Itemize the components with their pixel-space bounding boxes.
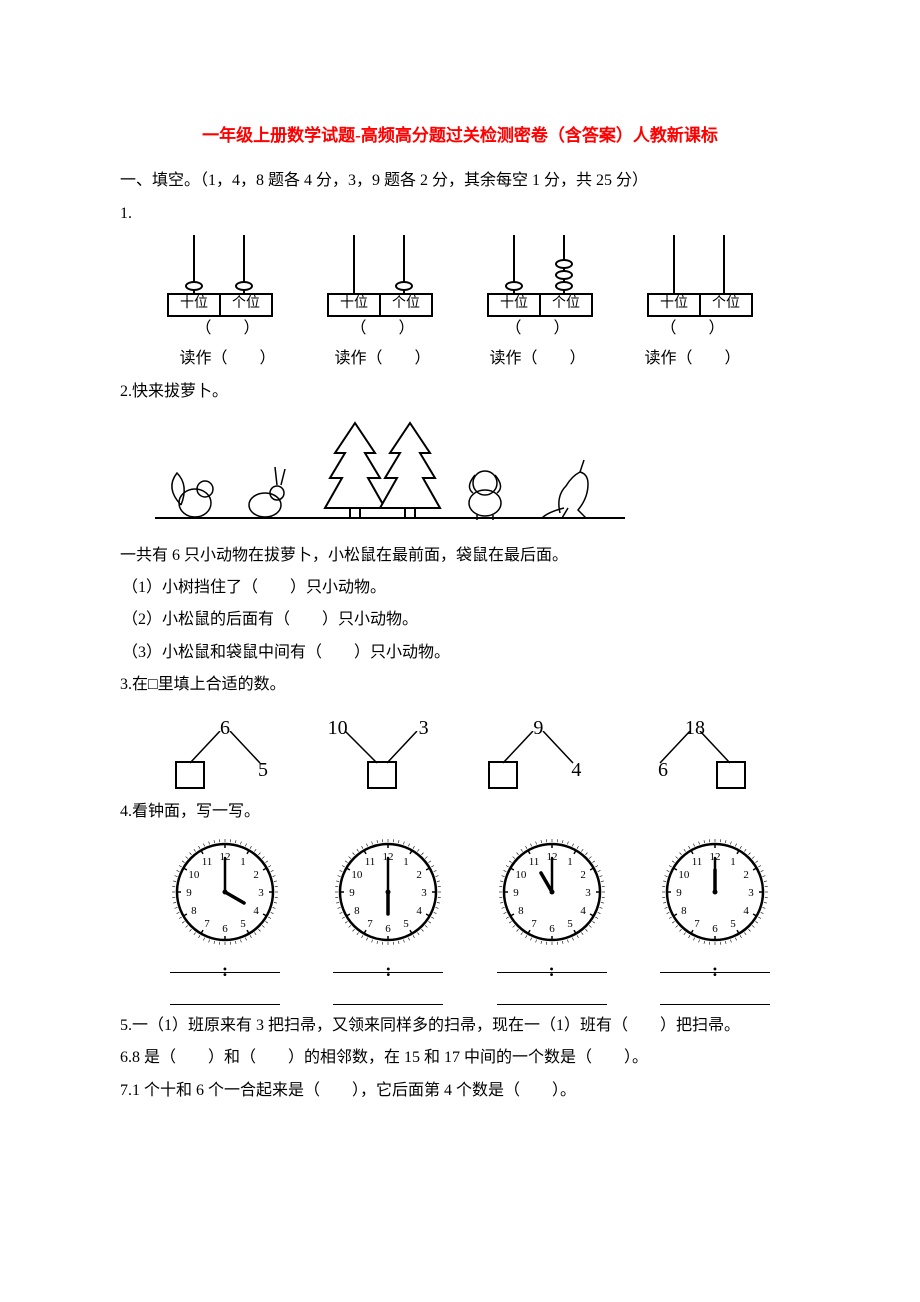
svg-text:11: 11	[528, 856, 539, 868]
svg-text:3: 3	[585, 887, 591, 899]
svg-text:7: 7	[204, 918, 210, 930]
clock-blank-row-2: : : : :	[150, 979, 790, 1007]
svg-text:5: 5	[730, 918, 736, 930]
abacus-blank-4: （ ）	[615, 314, 770, 344]
svg-text:9: 9	[186, 887, 192, 899]
q5: 5.一（1）班原来有 3 把扫帚，又领来同样多的扫帚，现在一（1）班有（ ）把扫…	[120, 1011, 800, 1041]
svg-text:11: 11	[202, 856, 213, 868]
svg-text:2: 2	[417, 869, 423, 881]
number-bond-row: 6 5 10 3 9 4 18 6	[160, 709, 760, 789]
svg-text:9: 9	[676, 887, 682, 899]
number-bond-2: 10 3	[317, 709, 447, 789]
q2-label: 2.快来拔萝卜。	[120, 377, 800, 407]
clock-row: 123456789101112:123456789101112:12345678…	[150, 837, 790, 975]
abacus-blank-row: （ ） （ ） （ ） （ ）	[150, 314, 770, 344]
clock-4: 123456789101112:	[640, 837, 790, 975]
svg-text:4: 4	[417, 905, 423, 917]
svg-text:1: 1	[240, 856, 246, 868]
q2-sub2: （2）小松鼠的后面有（ ）只小动物。	[120, 605, 800, 635]
clock-1: 123456789101112:	[150, 837, 300, 975]
svg-text:11: 11	[692, 856, 703, 868]
abacus-blank-2: （ ）	[305, 314, 460, 344]
svg-text:7: 7	[694, 918, 700, 930]
svg-text:10: 10	[352, 869, 364, 881]
svg-text:6: 6	[549, 923, 555, 935]
svg-text:6: 6	[386, 923, 392, 935]
abacus-blank-1: （ ）	[150, 314, 305, 344]
place-ones: 个位	[221, 295, 271, 315]
svg-text:4: 4	[580, 905, 586, 917]
svg-text:2: 2	[580, 869, 586, 881]
q4-label: 4.看钟面，写一写。	[120, 797, 800, 827]
duzuo-4: 读作（ ）	[615, 344, 770, 374]
svg-text:1: 1	[730, 856, 736, 868]
worksheet-page: 一年级上册数学试题-高频高分题过关检测密卷（含答案）人教新课标 一、填空。（1，…	[0, 0, 920, 1148]
q6: 6.8 是（ ）和（ ）的相邻数，在 15 和 17 中间的一个数是（ ）。	[120, 1043, 800, 1073]
duzuo-1: 读作（ ）	[150, 344, 305, 374]
svg-text:5: 5	[240, 918, 246, 930]
worksheet-title: 一年级上册数学试题-高频高分题过关检测密卷（含答案）人教新课标	[120, 120, 800, 152]
q2-sub3: （3）小松鼠和袋鼠中间有（ ）只小动物。	[120, 638, 800, 668]
svg-text:5: 5	[567, 918, 573, 930]
svg-text:7: 7	[368, 918, 374, 930]
svg-text:4: 4	[253, 905, 259, 917]
q2-line1: 一共有 6 只小动物在拔萝卜，小松鼠在最前面，袋鼠在最后面。	[120, 541, 800, 571]
clock-blank-3: :	[497, 957, 607, 973]
q7: 7.1 个十和 6 个一合起来是（ ），它后面第 4 个数是（ ）。	[120, 1076, 800, 1106]
clock-3: 123456789101112:	[477, 837, 627, 975]
abacus-row: 十位 个位 十位 个位	[150, 235, 770, 310]
duzuo-2: 读作（ ）	[305, 344, 460, 374]
svg-text:10: 10	[515, 869, 527, 881]
q2-sub1: （1）小树挡住了（ ）只小动物。	[120, 573, 800, 603]
svg-text:4: 4	[743, 905, 749, 917]
clock-blank-2: :	[333, 957, 443, 973]
clock-blank-4: :	[660, 957, 770, 973]
svg-text:10: 10	[678, 869, 690, 881]
abacus-1: 十位 个位	[150, 235, 290, 310]
clock-2: 123456789101112:	[313, 837, 463, 975]
svg-text:2: 2	[253, 869, 259, 881]
section-1-head: 一、填空。（1，4，8 题各 4 分，3，9 题各 2 分，其余每空 1 分，共…	[120, 166, 800, 196]
duzuo-3: 读作（ ）	[460, 344, 615, 374]
abacus-2: 十位 个位	[310, 235, 450, 310]
svg-text:3: 3	[258, 887, 264, 899]
svg-text:8: 8	[681, 905, 687, 917]
svg-text:8: 8	[354, 905, 360, 917]
svg-text:5: 5	[404, 918, 410, 930]
abacus-blank-3: （ ）	[460, 314, 615, 344]
abacus-4: 十位 个位	[630, 235, 770, 310]
abacus-3: 十位 个位	[470, 235, 610, 310]
clock-blank-1: :	[170, 957, 280, 973]
svg-text:3: 3	[748, 887, 754, 899]
svg-text:1: 1	[567, 856, 573, 868]
svg-text:9: 9	[513, 887, 519, 899]
place-tens: 十位	[169, 295, 221, 315]
svg-text:2: 2	[743, 869, 749, 881]
q1-label: 1.	[120, 199, 800, 229]
number-bond-4: 18 6	[630, 709, 760, 789]
svg-text:8: 8	[518, 905, 524, 917]
svg-text:1: 1	[404, 856, 410, 868]
svg-text:11: 11	[365, 856, 376, 868]
svg-text:6: 6	[222, 923, 228, 935]
abacus-duzuo-row: 读作（ ） 读作（ ） 读作（ ） 读作（ ）	[150, 344, 770, 374]
svg-text:6: 6	[712, 923, 718, 935]
svg-text:3: 3	[422, 887, 428, 899]
animals-illustration	[150, 413, 630, 534]
svg-text:8: 8	[191, 905, 197, 917]
svg-text:9: 9	[350, 887, 356, 899]
number-bond-1: 6 5	[160, 709, 290, 789]
svg-text:7: 7	[531, 918, 537, 930]
svg-text:10: 10	[188, 869, 200, 881]
number-bond-3: 9 4	[473, 709, 603, 789]
q3-label: 3.在□里填上合适的数。	[120, 670, 800, 700]
